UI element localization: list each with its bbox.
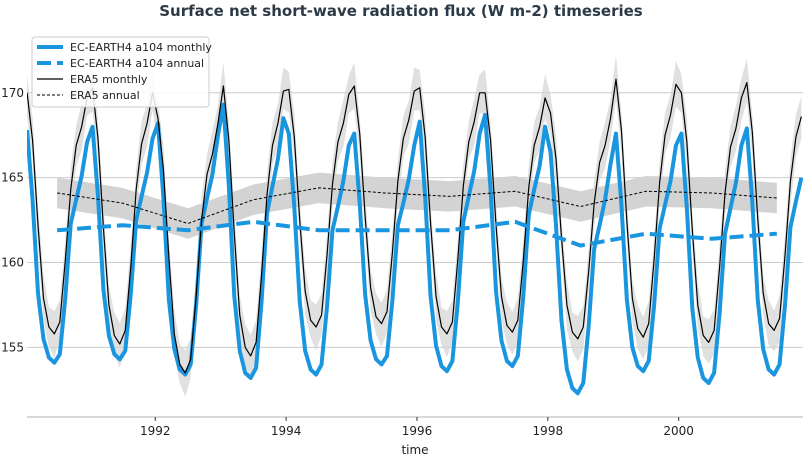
legend-label: EC-EARTH4 a104 monthly [70,41,212,54]
y-tick-label: 155 [1,340,24,354]
legend-box [31,36,210,108]
x-tick-label: 1992 [140,424,171,438]
y-tick-label: 160 [1,256,24,270]
x-tick-label: 1998 [533,424,564,438]
legend-label: ERA5 monthly [70,73,148,86]
series-line-ec-earth4-a104-annual [56,219,777,248]
series-line-era5-annual [57,187,777,224]
x-tick-label: 1994 [271,424,302,438]
spread-band-era5-annual [57,172,777,239]
spread-band-era5-monthly [27,55,802,397]
y-tick-label: 165 [1,171,24,185]
x-tick-label: 2000 [663,424,694,438]
series-line-ec-earth4-a104-monthly [27,102,803,396]
series-line-era5-monthly [27,78,802,374]
legend-label: ERA5 annual [70,89,140,102]
x-axis-label: time [401,443,428,457]
y-tick-label: 170 [1,86,24,100]
legend-label: EC-EARTH4 a104 annual [70,57,204,70]
legend: EC-EARTH4 a104 monthly EC-EARTH4 a104 an… [31,36,212,108]
chart-title: Surface net short-wave radiation flux (W… [159,2,643,20]
x-tick-label: 1996 [402,424,433,438]
